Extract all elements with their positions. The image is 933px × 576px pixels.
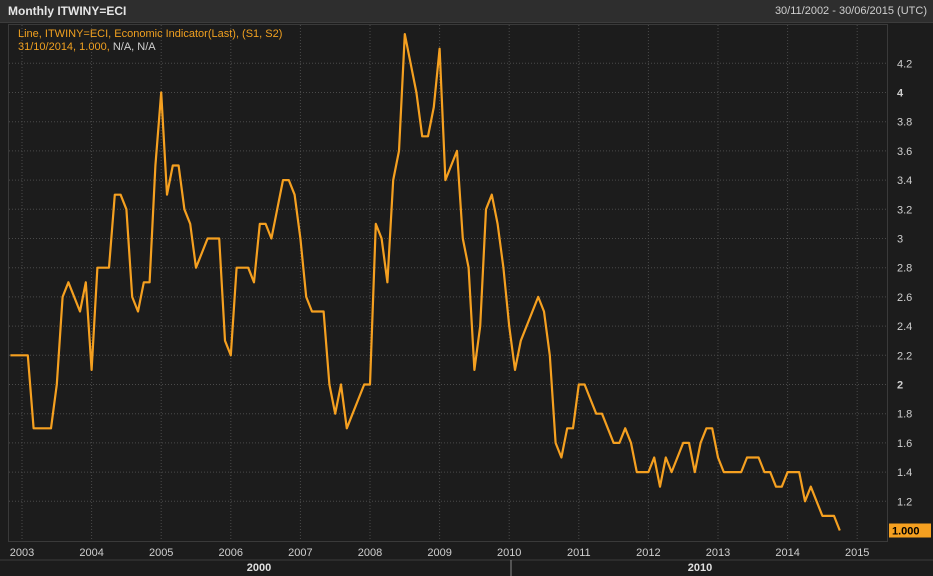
legend-na: N/A, N/A	[112, 41, 156, 53]
y-tick-label: 1.6	[897, 438, 912, 450]
y-tick-label: 3.6	[897, 146, 912, 158]
x-tick-label: 2013	[706, 547, 730, 559]
x-tick-label: 2015	[845, 547, 869, 559]
y-tick-label: 1.8	[897, 409, 912, 421]
y-tick-label: 3.4	[897, 175, 912, 187]
x-major-label: 2010	[688, 562, 712, 574]
title-bar: Monthly ITWINY=ECI 30/11/2002 - 30/06/20…	[0, 0, 933, 23]
last-value-label: 1.000	[892, 526, 920, 538]
y-tick-label: 4.2	[897, 58, 912, 70]
x-tick-label: 2008	[358, 547, 382, 559]
y-tick-label: 3	[897, 234, 903, 246]
plot-frame	[8, 24, 888, 542]
chart-title: Monthly ITWINY=ECI	[8, 4, 127, 18]
x-tick-label: 2007	[288, 547, 312, 559]
date-range: 30/11/2002 - 30/06/2015 (UTC)	[774, 5, 927, 17]
y-tick-label: 4	[897, 88, 904, 100]
y-tick-label: 3.2	[897, 204, 912, 216]
last-value-badge	[889, 523, 931, 538]
y-tick-label: 3.8	[897, 117, 912, 129]
y-tick-label: 2.2	[897, 350, 912, 362]
x-tick-label: 2004	[79, 547, 103, 559]
legend-line-2: 31/10/2014, 1.000, N/A, N/A	[18, 41, 156, 53]
x-tick-label: 2006	[219, 547, 243, 559]
y-tick-label: 2	[897, 380, 903, 392]
y-tick-label: 1.2	[897, 496, 912, 508]
x-major-label: 2000	[247, 562, 271, 574]
legend-last-point: 31/10/2014, 1.000,	[18, 41, 110, 53]
x-tick-label: 2003	[10, 547, 34, 559]
x-tick-label: 2014	[775, 547, 799, 559]
y-tick-label: 2.8	[897, 263, 912, 275]
x-tick-label: 2012	[636, 547, 660, 559]
x-tick-label: 2010	[497, 547, 521, 559]
y-tick-label: 1.4	[897, 467, 912, 479]
x-tick-label: 2005	[149, 547, 173, 559]
x-tick-label: 2009	[427, 547, 451, 559]
series-line[interactable]	[10, 33, 841, 531]
x-tick-label: 2011	[567, 547, 591, 559]
y-tick-label: 2.6	[897, 292, 912, 304]
y-tick-label: 2.4	[897, 321, 912, 333]
legend-line-1: Line, ITWINY=ECI, Economic Indicator(Las…	[18, 28, 283, 40]
